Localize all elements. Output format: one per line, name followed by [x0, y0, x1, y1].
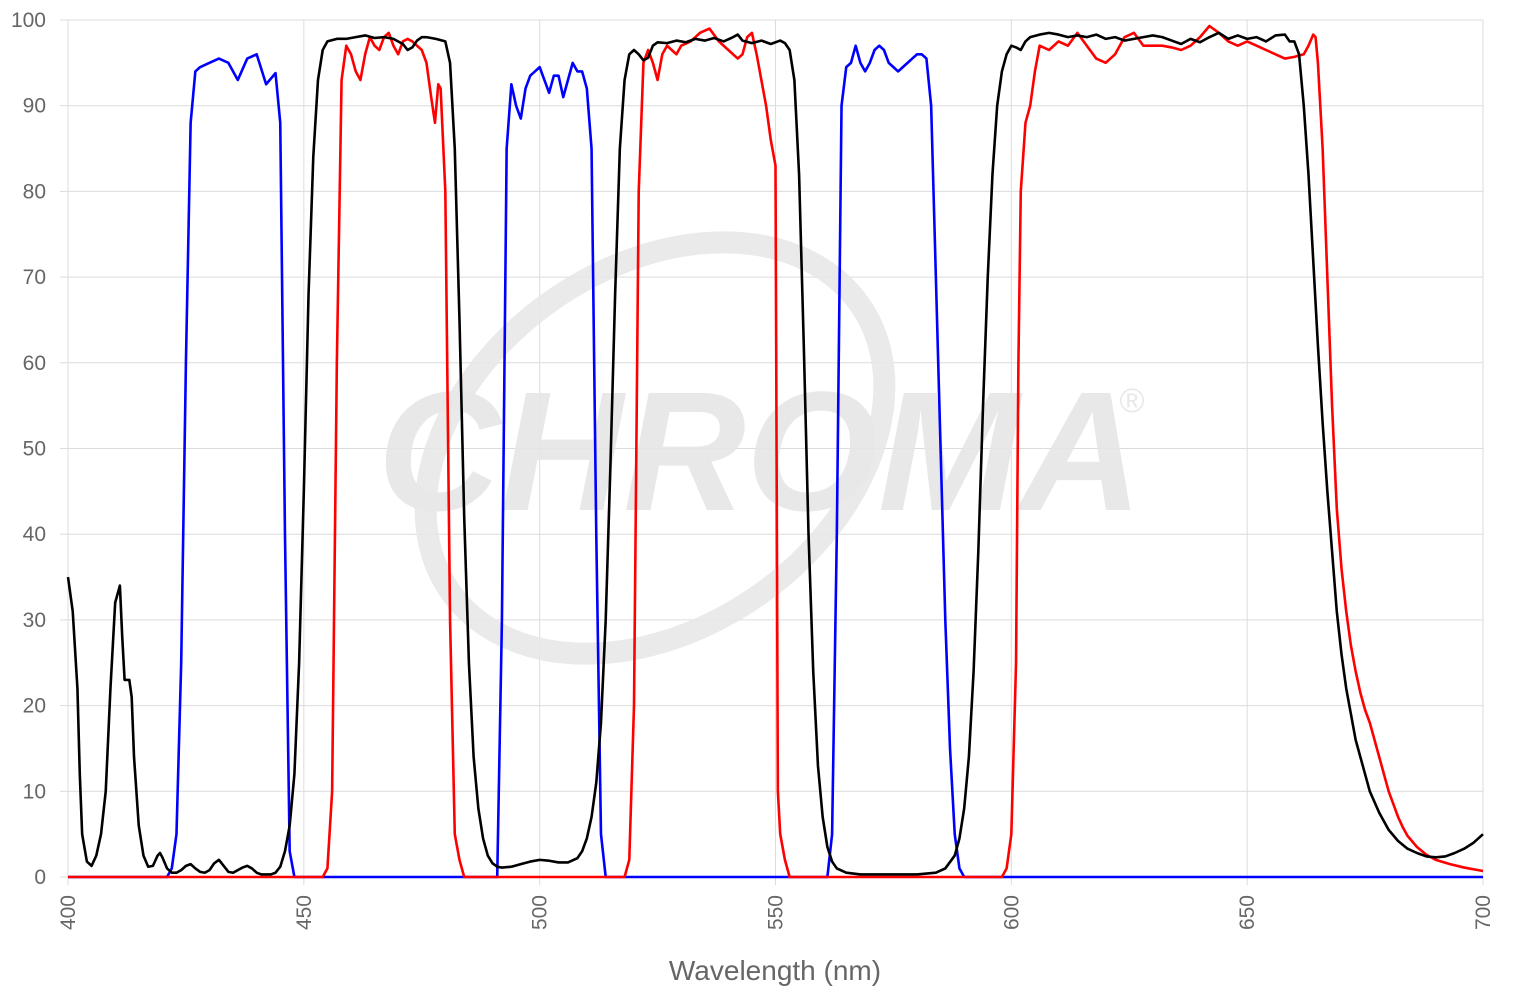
y-tick-label: 50 [23, 438, 46, 461]
x-axis-title: Wavelength (nm) [669, 955, 881, 986]
series-line [68, 44, 1483, 879]
y-tick-label: 60 [23, 352, 46, 375]
y-tick-label: 10 [23, 780, 46, 803]
watermark-group: CHROMA ® [378, 231, 1145, 665]
y-tick-label: 100 [11, 9, 46, 32]
x-tick-label: 550 [765, 895, 788, 930]
x-tick-label: 700 [1472, 895, 1495, 930]
x-tick-label: 500 [529, 895, 552, 930]
y-tick-label: 70 [23, 266, 46, 289]
series-line [68, 24, 1484, 879]
x-tick-label: 600 [1000, 895, 1023, 930]
y-tick-label: 0 [34, 866, 46, 889]
x-tick-label: 400 [57, 895, 80, 930]
y-tick-label: 90 [23, 95, 46, 118]
x-tick-label: 450 [293, 895, 316, 930]
watermark-mark: ® [1119, 382, 1144, 420]
y-tick-label: 40 [23, 523, 46, 546]
watermark: CHROMA [378, 357, 1143, 547]
y-tick-label: 20 [23, 695, 46, 718]
series-line [66, 31, 1484, 876]
x-tick-label: 650 [1236, 895, 1259, 930]
y-tick-label: 30 [23, 609, 46, 632]
y-tick-label: 80 [23, 180, 46, 203]
